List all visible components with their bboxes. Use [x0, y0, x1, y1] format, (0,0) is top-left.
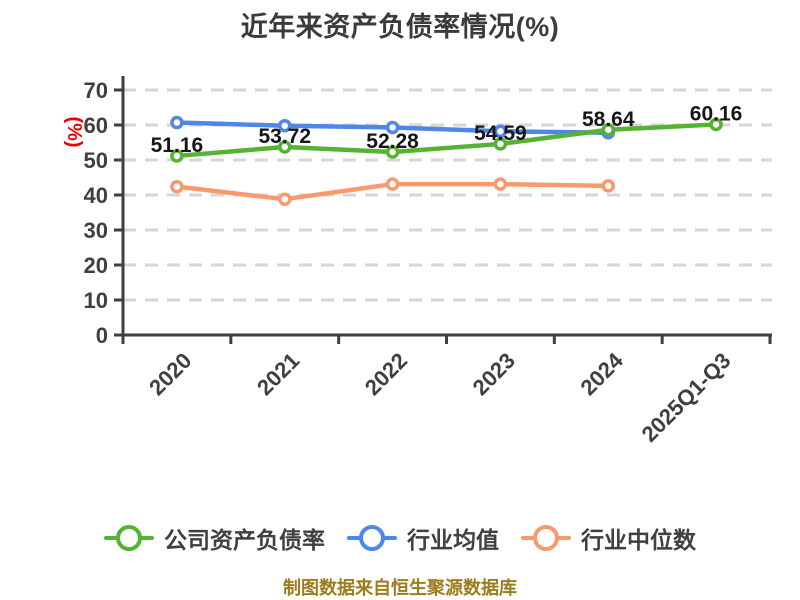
data-point	[170, 179, 184, 194]
data-point	[709, 117, 723, 132]
data-point	[493, 177, 508, 191]
data-label: 60.16	[690, 102, 743, 125]
y-tick-label: 0	[96, 323, 108, 348]
legend-item-1: 行业均值	[347, 521, 499, 555]
data-point	[278, 192, 292, 206]
data-point	[493, 137, 508, 151]
legend-item-0: 公司资产负债率	[104, 521, 325, 555]
data-point	[170, 149, 184, 163]
data-point	[385, 120, 400, 135]
x-tick-label: 2021	[252, 348, 304, 400]
x-tick-label: 2022	[360, 348, 412, 400]
legend-label: 行业均值	[407, 527, 499, 553]
data-point	[385, 177, 400, 191]
data-point	[385, 145, 400, 159]
data-point	[278, 140, 292, 154]
data-point	[170, 115, 184, 130]
y-tick-label: 20	[84, 253, 108, 278]
data-point	[601, 179, 615, 193]
legend-label: 公司资产负债率	[164, 527, 325, 553]
legend-marker-icon	[104, 524, 154, 552]
legend-marker-icon	[347, 524, 397, 552]
x-tick-label: 2020	[144, 348, 196, 400]
source-note: 制图数据来自恒生聚源数据库	[283, 578, 517, 598]
series-line-0	[174, 122, 719, 159]
legend-label: 行业中位数	[581, 527, 696, 553]
data-label: 51.16	[151, 134, 204, 157]
y-tick-label: 50	[84, 148, 108, 173]
data-label: 54.59	[474, 122, 527, 145]
x-tick-label: 2023	[468, 348, 520, 400]
legend: 公司资产负债率 行业均值 行业中位数	[0, 518, 800, 558]
y-tick-label: 60	[84, 113, 108, 138]
y-tick-label: 70	[84, 78, 108, 103]
y-tick-label: 30	[84, 218, 108, 243]
data-point	[601, 123, 615, 137]
data-point	[493, 124, 508, 139]
data-label: 53.72	[258, 125, 311, 148]
data-point	[278, 118, 292, 133]
data-label: 52.28	[366, 130, 419, 153]
data-label: 58.64	[582, 108, 635, 131]
legend-marker-icon	[521, 524, 571, 552]
legend-item-2: 行业中位数	[521, 521, 696, 555]
y-tick-label: 40	[84, 183, 108, 208]
chart-title: 近年来资产负债率情况(%)	[240, 12, 560, 42]
y-tick-label: 10	[84, 288, 108, 313]
x-tick-label: 2025Q1-Q3	[637, 348, 736, 447]
line-chart-plot: 0 10 20 30 40 50 60 70 2020 2021 2022 2023 2024 2025Q…	[84, 76, 772, 447]
x-tick-label: 2024	[575, 347, 628, 400]
